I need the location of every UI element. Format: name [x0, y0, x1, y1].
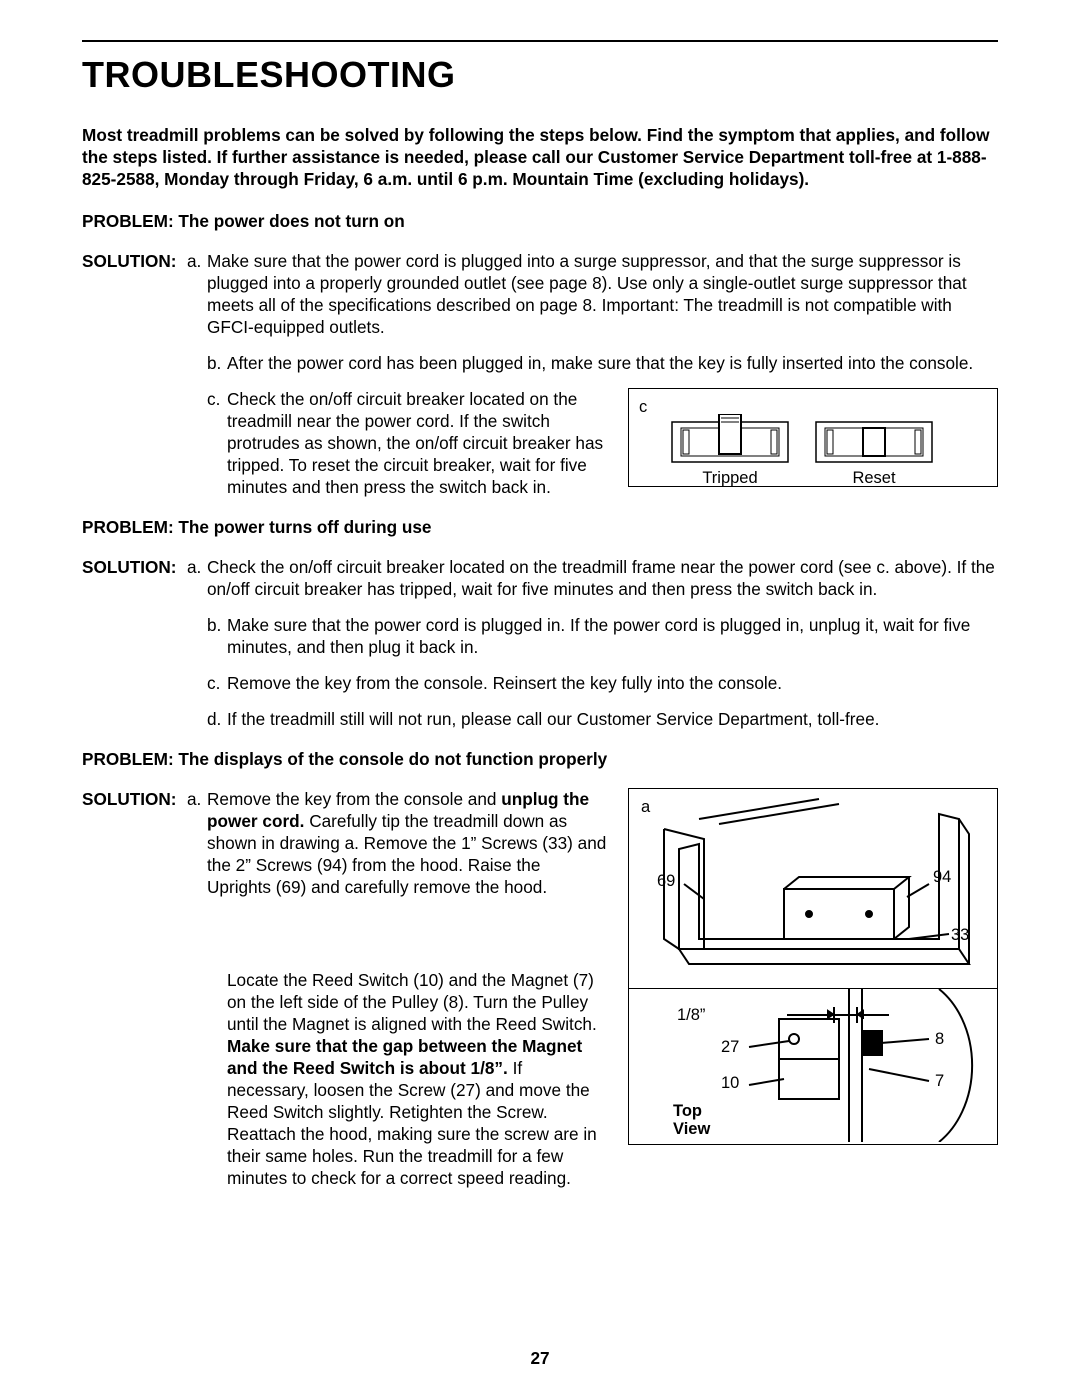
p1-solution-a: SOLUTION: a. Make sure that the power co… [82, 250, 998, 338]
p2-solution-b: b. Make sure that the power cord is plug… [82, 614, 998, 658]
p3-row: SOLUTION: a. Remove the key from the con… [82, 788, 998, 1202]
p3-a-pre: Remove the key from the console and [207, 789, 501, 809]
p2-c-text: Remove the key from the console. Reinser… [227, 672, 998, 694]
reset-caption: Reset [852, 468, 895, 489]
diagram-c: c Tripped [628, 388, 998, 487]
p3-a2-pre: Locate the Reed Switch (10) and the Magn… [227, 970, 597, 1034]
list-letter: c. [207, 388, 227, 410]
callout-7: 7 [935, 1071, 944, 1092]
p3-a2-bold: Make sure that the gap between the Magne… [227, 1036, 582, 1078]
p1-a-text: Make sure that the power cord is plugged… [207, 250, 998, 338]
switch-tripped: Tripped [671, 414, 789, 489]
diagram-a-top: a 69 94 33 [629, 789, 997, 989]
p1-b-text: After the power cord has been plugged in… [227, 352, 998, 374]
topview-view: View [673, 1119, 710, 1140]
problem-1-heading: PROBLEM: The power does not turn on [82, 210, 998, 232]
list-letter: c. [207, 672, 227, 694]
p2-d-text: If the treadmill still will not run, ple… [227, 708, 998, 730]
tripped-caption: Tripped [702, 468, 757, 489]
p1-solution-b: b. After the power cord has been plugged… [82, 352, 998, 374]
list-letter: b. [207, 614, 227, 636]
switch-tripped-icon [671, 414, 789, 464]
list-letter: d. [207, 708, 227, 730]
p2-solution-d: d. If the treadmill still will not run, … [82, 708, 998, 730]
page-number: 27 [0, 1347, 1080, 1369]
intro-paragraph: Most treadmill problems can be solved by… [82, 124, 998, 190]
p2-solution-c: c. Remove the key from the console. Rein… [82, 672, 998, 694]
p1-c-text: Check the on/off circuit breaker located… [227, 388, 608, 498]
p2-solution-a: SOLUTION: a. Check the on/off circuit br… [82, 556, 998, 600]
p1-c-row: c. Check the on/off circuit breaker loca… [82, 388, 998, 516]
diagram-a-label: a [641, 797, 650, 818]
list-letter: b. [207, 352, 227, 374]
top-rule [82, 40, 998, 42]
diagram-a: a 69 94 33 [628, 788, 998, 1145]
p2-a-text: Check the on/off circuit breaker located… [207, 556, 998, 600]
p3-a2-text: Locate the Reed Switch (10) and the Magn… [227, 969, 608, 1189]
list-letter: a. [187, 556, 207, 578]
callout-oneeighth: 1/8” [677, 1005, 705, 1026]
switch-reset: Reset [815, 414, 933, 489]
solution-label: SOLUTION: [82, 788, 187, 810]
callout-27: 27 [721, 1037, 739, 1058]
list-letter: a. [187, 250, 207, 272]
callout-94: 94 [933, 867, 951, 888]
p3-a-text: Remove the key from the console and unpl… [207, 788, 608, 898]
callout-69: 69 [657, 871, 675, 892]
problem-3-heading: PROBLEM: The displays of the console do … [82, 748, 998, 770]
page: TROUBLESHOOTING Most treadmill problems … [0, 0, 1080, 1203]
problem-2-heading: PROBLEM: The power turns off during use [82, 516, 998, 538]
callout-33: 33 [951, 925, 969, 946]
solution-label: SOLUTION: [82, 250, 187, 272]
callout-8: 8 [935, 1029, 944, 1050]
callout-10: 10 [721, 1073, 739, 1094]
switch-reset-icon [815, 414, 933, 464]
p2-b-text: Make sure that the power cord is plugged… [227, 614, 998, 658]
solution-label: SOLUTION: [82, 556, 187, 578]
list-letter: a. [187, 788, 207, 810]
diagram-a-bottom: 1/8” 27 10 8 7 Top View [629, 989, 997, 1144]
page-title: TROUBLESHOOTING [82, 52, 998, 98]
